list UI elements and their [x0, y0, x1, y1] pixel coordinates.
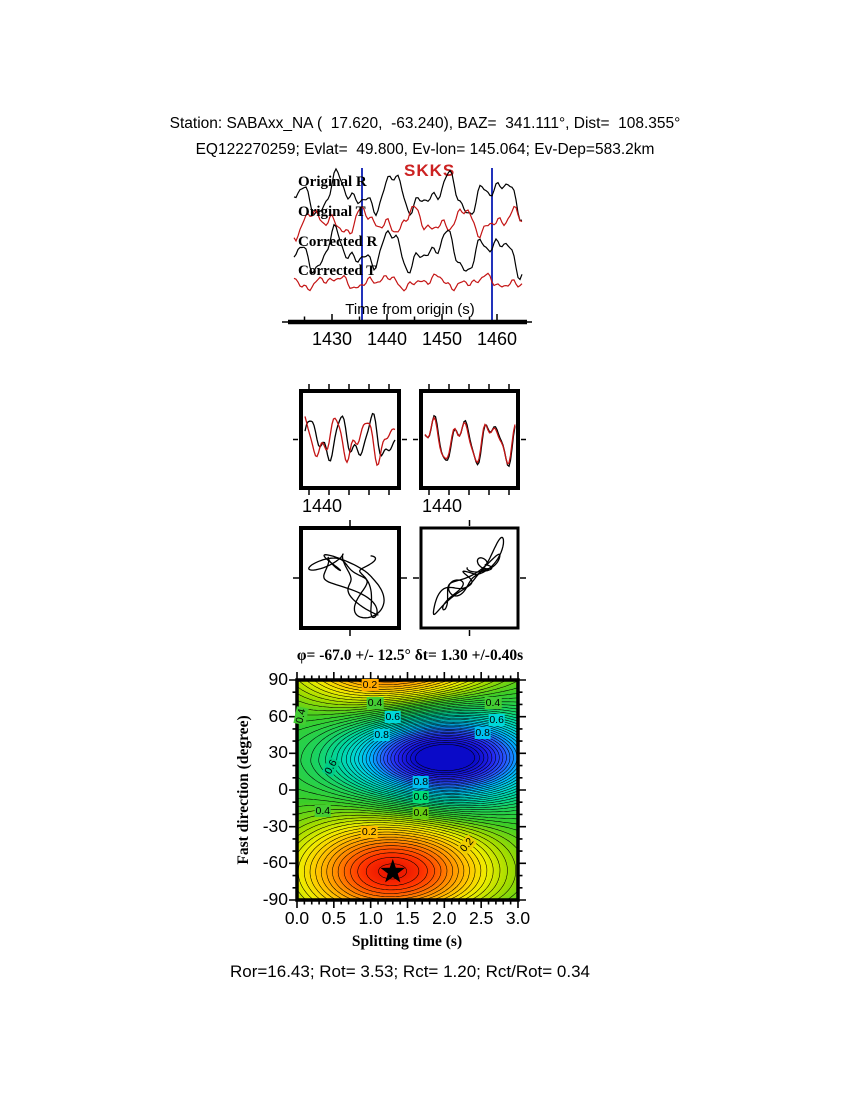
contour-x-tick-label: 1.5 [395, 908, 420, 928]
contour-y-tick-label: -60 [262, 852, 288, 873]
contour-x-tick-label: 2.0 [432, 908, 457, 928]
contour-x-tick-label: 0.0 [284, 908, 310, 928]
contour-y-tick-label: 0 [278, 779, 288, 799]
contour-y-tick-label: 60 [268, 705, 288, 726]
contour-x-axis-title: Splitting time (s) [351, 933, 463, 950]
component-and-particle-panels [293, 384, 526, 636]
component-right-tick-label: 1440 [422, 496, 463, 516]
contour-label: 0.6 [488, 714, 505, 727]
station-header-line: Station: SABAxx_NA ( 17.620, -63.240), B… [169, 115, 681, 132]
contour-label: 0.2 [361, 678, 379, 691]
time-tick-label: 1440 [366, 329, 408, 349]
contour-x-tick-label: 3.0 [505, 908, 531, 928]
contour-y-tick-label: 90 [268, 669, 288, 689]
contour-label: 0.6 [412, 790, 430, 803]
contour-x-tick-label: 0.5 [321, 908, 346, 928]
contour-y-tick-label: -90 [262, 889, 288, 909]
contour-label: 0.6 [384, 711, 402, 724]
trace-label-corrected-r: Corrected R [298, 234, 378, 250]
contour-label: 0.8 [474, 727, 491, 740]
trace-label-original-r: Original R [298, 174, 367, 190]
contour-x-tick-label: 2.5 [468, 908, 494, 928]
quality-stats: Ror=16.43; Rot= 3.53; Rct= 1.20; Rct/Rot… [229, 962, 591, 981]
contour-label: 0.4 [484, 697, 502, 710]
event-header-line: EQ122270259; Evlat= 49.800, Ev-lon= 145.… [195, 141, 655, 158]
contour-label: 0.4 [366, 697, 384, 710]
time-tick-label: 1450 [421, 329, 463, 349]
time-tick-label: 1460 [476, 329, 518, 349]
trace-label-corrected-t: Corrected T [298, 263, 377, 279]
contour-label: 0.8 [373, 729, 391, 741]
contour-y-tick-label: 30 [268, 742, 288, 763]
time-axis-title: Time from origin (s) [345, 301, 475, 318]
trace-label-original-t: Original T [298, 204, 366, 220]
contour-x-tick-label: 1.0 [358, 908, 383, 928]
contour-label: 0.2 [360, 826, 378, 839]
contour-label: 0.4 [314, 805, 332, 818]
contour-plot-overlay [289, 672, 526, 908]
contour-title: φ= -67.0 +/- 12.5° δt= 1.30 +/-0.40s [296, 647, 524, 664]
component-left-tick-label: 1440 [302, 496, 343, 516]
phase-label: SKKS [404, 161, 456, 180]
contour-y-tick-label: -30 [262, 815, 288, 836]
waveform-plot [282, 167, 532, 325]
contour-label: 0.4 [412, 806, 430, 819]
best-fit-star-marker [380, 858, 406, 883]
contour-label: 0.8 [412, 776, 430, 789]
time-tick-label: 1430 [311, 329, 353, 349]
